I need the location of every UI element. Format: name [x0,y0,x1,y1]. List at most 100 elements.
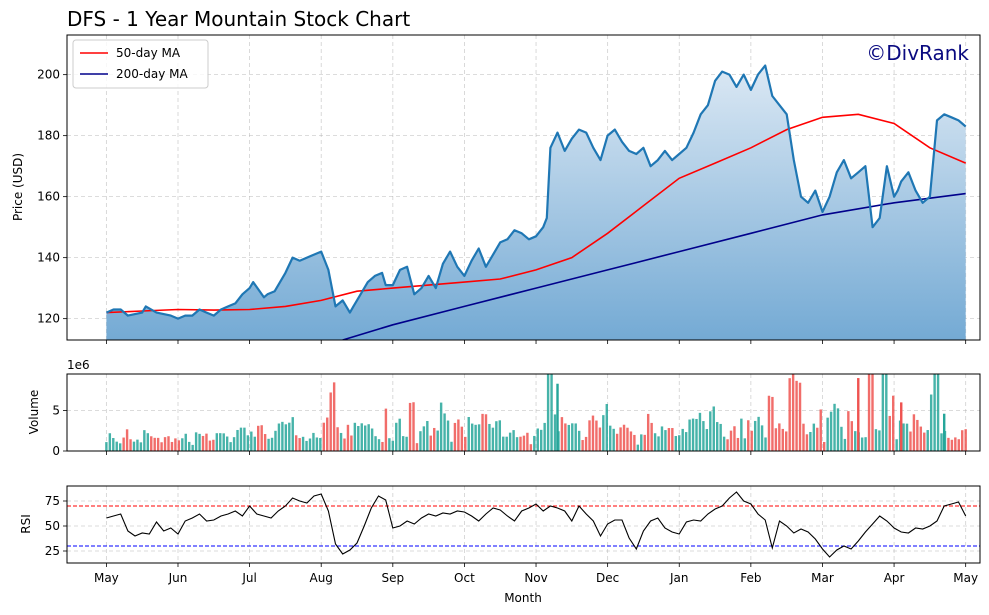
volume-bar [498,420,502,451]
volume-bar [667,428,671,451]
volume-bar [964,429,967,451]
rsi-grid [67,486,980,567]
volume-bar [188,441,191,451]
rsi-y-axis: 25 50 75 [45,494,67,558]
volume-bar [143,430,146,451]
volume-bar [105,442,108,451]
volume-bar [412,402,415,451]
ma50-line [106,113,967,314]
volume-y-axis: 05 [52,403,67,458]
volume-bar [640,434,643,451]
volume-bar [643,434,646,451]
volume-frame [66,373,981,452]
volume-bar [605,404,608,451]
volume-bar [353,422,357,451]
volume-bar [391,440,395,451]
volume-bar [843,438,847,451]
volume-bar [791,374,795,451]
volume-bar [422,426,426,451]
x-tick-label: Oct [454,571,475,585]
volume-bar [550,374,553,451]
x-tick-label: Jan [669,571,689,585]
volume-bar [457,419,460,451]
volume-bar [395,422,398,451]
price-y-axis: 120 140 160 180 200 [37,68,67,326]
volume-bar [108,433,112,451]
volume-bar [526,432,529,451]
volume-bar [812,423,816,451]
volume-exponent-label: 1e6 [67,358,90,372]
volume-bar [954,437,957,451]
volume-bar [495,421,498,451]
volume-bar [163,437,167,451]
volume-bar [781,428,784,451]
x-tick-label: Apr [884,571,905,585]
volume-bar [902,423,905,451]
volume-bar [467,417,470,451]
volume-bar [633,434,636,451]
volume-bar [591,415,595,451]
volume-bar [374,436,377,451]
volume-bar-spike [556,383,559,451]
volume-bar [315,437,319,451]
price-area-group [106,65,966,340]
volume-bar [502,436,505,451]
x-tick-label: Aug [309,571,332,585]
volume-bar [153,437,156,451]
volume-bar [305,440,308,451]
volume-bar [301,436,305,451]
volume-bar [767,395,771,451]
volume-bar [474,424,477,451]
volume-bar [367,424,370,451]
volume-bar [833,403,836,451]
volume-bar [564,423,567,451]
volume-bar [753,420,757,451]
legend-ma200-label: 200-day MA [116,67,188,81]
volume-bar [384,408,388,451]
volume-bar [553,414,557,451]
volume-bar [909,431,912,451]
volume-bar [936,374,940,451]
divrank-watermark: ©DivRank [866,41,969,65]
x-tick-label: Dec [596,571,619,585]
volume-bar [747,420,750,451]
volume-bar [481,413,484,451]
volume-bar [626,427,629,451]
volume-bar [888,415,891,451]
volume-bar [688,419,691,451]
volume-bar [691,418,695,451]
volume-bar [722,436,726,451]
volume-bar [239,427,243,451]
volume-bar [246,435,250,451]
volume-bar [460,426,464,451]
volume-bar [277,423,281,451]
volume-bar [132,441,136,451]
legend: 50-day MA 200-day MA [72,39,209,89]
volume-bar [160,442,163,451]
volume-bar [657,436,660,451]
volume-bar [419,431,422,451]
volume-bar [736,437,740,451]
volume-bar [712,406,715,451]
volume-bar [684,432,688,451]
volume-bar [950,439,954,451]
volume-bar-spike [900,402,903,451]
volume-bar [923,432,926,451]
volume-bar [912,414,916,451]
volume-bar [512,430,515,451]
rsi-y-axis-label: RSI [19,514,33,534]
volume-bar [546,374,550,451]
volume-bar [429,435,432,451]
volume-bar [122,437,125,451]
volume-bar [260,425,263,451]
volume-bar [250,431,253,451]
volume-bar [346,424,350,451]
volume-bar [118,443,122,451]
volume-bar [150,436,153,451]
volume-bar [181,438,184,451]
volume-bar [253,436,256,451]
volume-bar [671,428,674,451]
volume-bar [291,417,294,451]
volume-bar [947,437,950,451]
